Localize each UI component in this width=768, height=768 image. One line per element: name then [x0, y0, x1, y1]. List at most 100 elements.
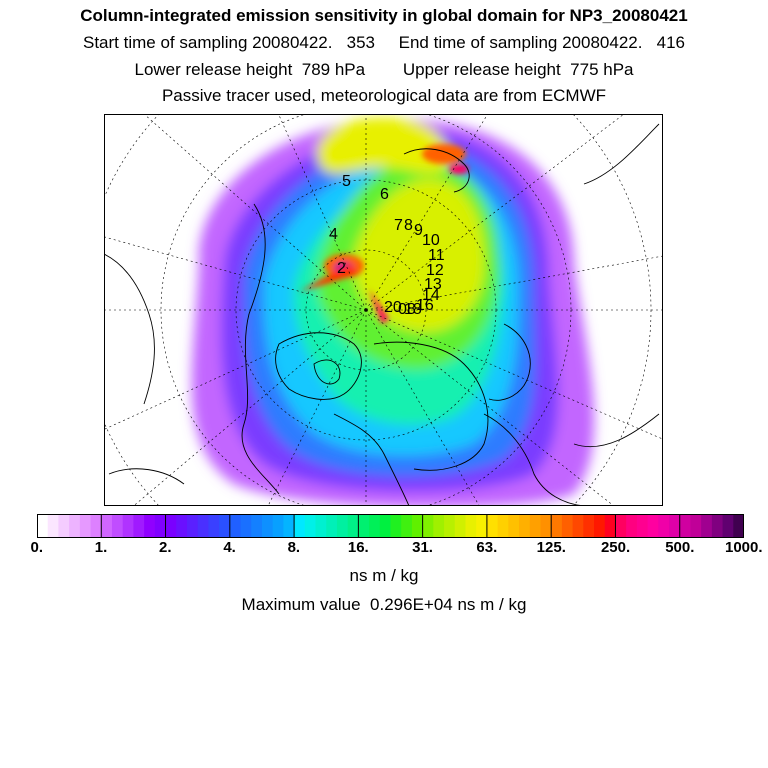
colorbar-swatch [540, 514, 552, 538]
colorbar-swatch [486, 514, 499, 538]
colorbar-swatch [422, 514, 434, 538]
sensitivity-hotspots [299, 144, 469, 324]
colorbar-swatch [411, 514, 424, 538]
colorbar-swatch [58, 514, 70, 538]
colorbar-swatch [615, 514, 627, 538]
colorbar-tick-label: 1. [94, 539, 108, 556]
colorbar-tick-label: 16. [347, 539, 369, 556]
release-height-line: Lower release height 789 hPa Upper relea… [134, 60, 634, 79]
marker-12: 12 [426, 262, 444, 279]
colorbar-swatch [561, 514, 574, 538]
maximum-value-text: Maximum value 0.296E+04 ns m / kg [241, 595, 527, 614]
colorbar-swatch [294, 514, 306, 538]
colorbar-tick-label: 63. [476, 539, 498, 556]
marker-11: 11 [428, 247, 445, 264]
colorbar-swatch [251, 514, 263, 538]
colorbar-swatch [229, 514, 242, 538]
colorbar-swatch [690, 514, 702, 538]
marker-9: 9 [414, 222, 423, 239]
colorbar-tick-label: 4. [223, 539, 236, 556]
colorbar-swatch [101, 514, 113, 538]
colorbar-swatch [497, 514, 509, 538]
colorbar-swatch [144, 514, 156, 538]
marker-14: 14 [422, 287, 440, 304]
marker-6: 6 [380, 186, 389, 203]
colorbar-swatch [379, 514, 392, 538]
colorbar-swatch [358, 514, 370, 538]
colorbar-swatch [186, 514, 199, 538]
colorbar-swatch [604, 514, 617, 538]
marker-16: 16 [416, 297, 434, 314]
colorbar-swatch [37, 514, 49, 538]
colorbar-swatch [529, 514, 542, 538]
colorbar-swatch [465, 514, 477, 538]
colorbar-swatch [47, 514, 60, 538]
marker-18: 18 [404, 301, 422, 318]
colorbar-swatch [551, 514, 563, 538]
colorbar-swatch [122, 514, 135, 538]
colorbar-swatch [722, 514, 734, 538]
colorbar-swatch [336, 514, 349, 538]
colorbar-tick-label: 8. [287, 539, 301, 556]
colorbar-swatch [261, 514, 274, 538]
colorbar-swatch [733, 514, 744, 538]
tracer-info-line: Passive tracer used, meteorological data… [161, 86, 607, 105]
colorbar-tick-label: 2. [159, 539, 172, 556]
plot-title: Column-integrated emission sensitivity i… [80, 6, 688, 25]
colorbar-swatch [304, 514, 317, 538]
sampling-time-line: Start time of sampling 20080422. 353 End… [83, 33, 685, 52]
map-frame [104, 114, 663, 506]
marker-13: 13 [424, 276, 442, 293]
colorbar-swatch [594, 514, 606, 538]
colorbar-swatch [133, 514, 145, 538]
colorbar [37, 514, 744, 538]
colorbar-swatch [208, 514, 220, 538]
marker-5: 5 [342, 173, 351, 190]
colorbar-swatch [390, 514, 402, 538]
colorbar-swatch [454, 514, 467, 538]
colorbar-swatch [401, 514, 413, 538]
colorbar-swatch [669, 514, 681, 538]
colorbar-swatch [508, 514, 520, 538]
colorbar-swatch [79, 514, 92, 538]
marker-10: 10 [422, 232, 440, 249]
colorbar-swatch [476, 514, 488, 538]
colorbar-tick-label: 31. [412, 539, 433, 556]
colorbar-swatch [165, 514, 177, 538]
colorbar-swatch [219, 514, 231, 538]
colorbar-swatch [154, 514, 167, 538]
marker-8: 8 [404, 217, 413, 234]
colorbar-tick-label: 0. [30, 539, 44, 556]
graticule [104, 114, 663, 506]
colorbar-swatch [240, 514, 252, 538]
colorbar-swatch [572, 514, 584, 538]
marker-7: 7 [394, 217, 403, 234]
colorbar-swatch [701, 514, 713, 538]
colorbar-swatch [111, 514, 124, 538]
marker-2: 2 [337, 260, 346, 277]
colorbar-swatch [272, 514, 284, 538]
colorbar-swatch [647, 514, 659, 538]
colorbar-swatch [197, 514, 209, 538]
colorbar-swatch [176, 514, 188, 538]
colorbar-swatch [626, 514, 638, 538]
colorbar-swatch [658, 514, 670, 538]
colorbar-swatch [636, 514, 649, 538]
colorbar-tick-label: 1000. [725, 539, 763, 556]
sensitivity-field [191, 117, 595, 506]
colorbar-swatch [444, 514, 456, 538]
colorbar-swatch [90, 514, 102, 538]
colorbar-units: ns m / kg [349, 566, 419, 585]
emission-sensitivity-map: 4 5 6 7 8 9 10 11 12 13 14 16 18 20 08 2 [104, 114, 663, 506]
colorbar-swatch [519, 514, 531, 538]
marker-4: 4 [329, 226, 338, 243]
colorbar-swatch [283, 514, 295, 538]
colorbar-swatch [679, 514, 692, 538]
colorbar-swatch [326, 514, 338, 538]
colorbar-swatch [711, 514, 724, 538]
colorbar-tick-label: 250. [600, 539, 631, 556]
colorbar-border [37, 514, 744, 538]
colorbar-swatch [315, 514, 327, 538]
colorbar-tick-label: 500. [665, 539, 695, 556]
colorbar-swatch [433, 514, 445, 538]
